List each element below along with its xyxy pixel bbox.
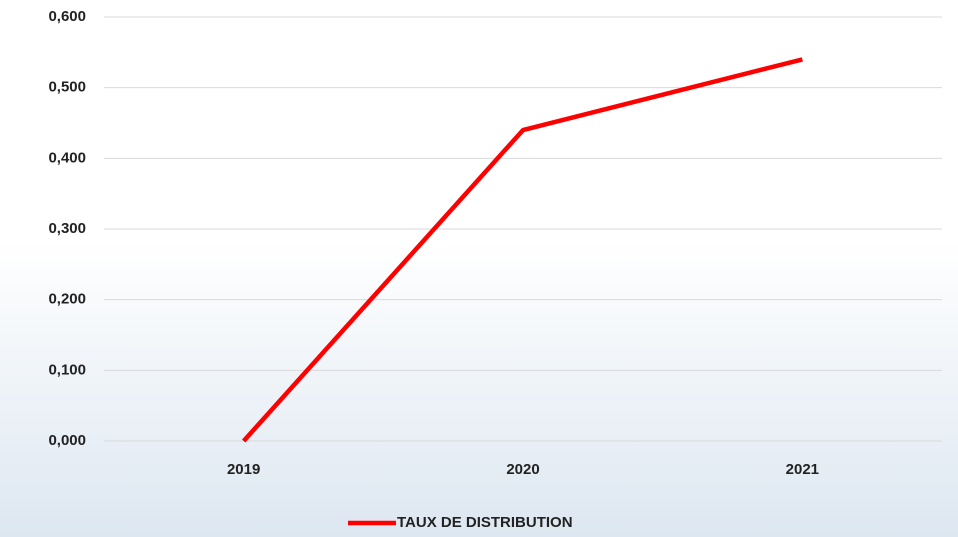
- y-tick-label: 0,300: [48, 220, 86, 237]
- x-tick-label: 2019: [227, 461, 260, 478]
- x-tick-label: 2021: [786, 461, 819, 478]
- y-tick-label: 0,600: [48, 8, 86, 25]
- y-tick-label: 0,200: [48, 291, 86, 308]
- x-tick-label: 2020: [506, 461, 539, 478]
- y-tick-label: 0,500: [48, 79, 86, 96]
- y-tick-label: 0,000: [48, 432, 86, 449]
- y-tick-label: 0,400: [48, 149, 86, 166]
- legend-label: TAUX DE DISTRIBUTION: [397, 514, 573, 531]
- y-tick-label: 0,100: [48, 361, 86, 378]
- line-series: [241, 57, 803, 443]
